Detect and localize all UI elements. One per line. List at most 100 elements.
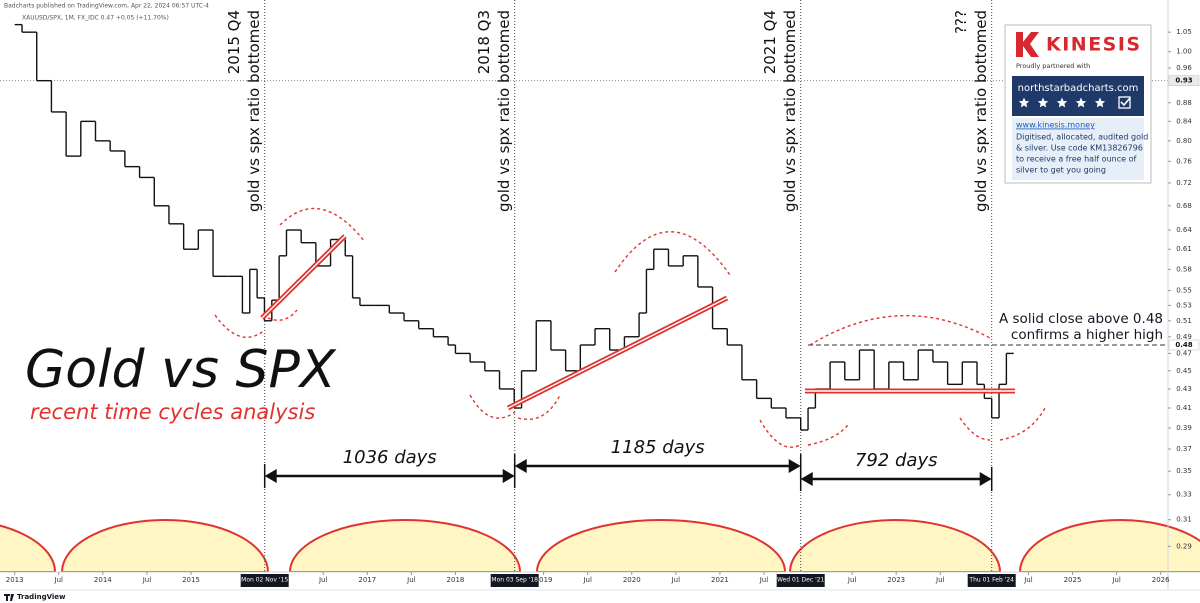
footer-brand: TradingView [17,593,66,601]
annotation-layer [214,207,1046,448]
y-tick-label: 0.39 [1176,424,1192,432]
star [1037,97,1049,108]
dashed-arcs [214,207,1046,448]
sponsor-brand: KINESIS [1046,34,1142,56]
y-tick-label: 0.47 [1176,349,1192,357]
note-line: A solid close above 0.48 [999,311,1163,327]
x-tick-label: Jul [1023,576,1033,584]
marker-date: Mon 02 Nov '15 [241,577,288,584]
trend-line-inner [507,297,728,409]
star [1056,97,1068,108]
star [1094,97,1106,108]
x-tick-label: 2025 [1064,576,1082,584]
x-tick-label: Jul [318,576,328,584]
price-label: 0.48 [1175,341,1192,349]
y-tick-label: 0.96 [1176,64,1192,72]
sponsor-text-bg [1012,118,1144,180]
x-tick-label: 2026 [1152,576,1170,584]
marker-date: Thu 01 Feb '24 [968,577,1014,584]
y-tick-label: 0.80 [1176,137,1192,145]
y-tick-label: 0.51 [1176,317,1192,325]
check-box [1118,96,1131,109]
partner-site: northstarbadcharts.com [1018,83,1139,94]
cycle-arc [0,524,57,573]
x-tick-label: 2014 [94,576,112,584]
sponsor-line: & silver. Use code KM13826796 [1016,144,1143,153]
x-tick-label: Jul [582,576,592,584]
cycle-arc [60,519,270,573]
arc [214,314,266,338]
x-tick-label: Jul [935,576,945,584]
x-tick-label: Jul [759,576,769,584]
x-tick-label: Jul [54,576,64,584]
arc [959,417,991,441]
x-tick-label: Jul [1111,576,1121,584]
marker-top: ??? [952,10,970,34]
y-tick-label: 0.72 [1176,179,1192,187]
marker-date-bg [240,574,289,587]
y-tick-label: 0.84 [1176,117,1192,125]
marker-note: gold vs spx ratio bottomed [245,10,263,212]
arc [267,309,298,321]
cycle-arc [535,519,787,573]
marker-top: 2015 Q4 [225,10,243,74]
symbol-info: XAUUSD/SPX, 1M, FX_IDC 0.47 +0.05 (+11.7… [22,15,169,22]
rating-stars [1018,96,1131,109]
marker-date-bg [490,574,539,587]
cycle-arc [288,519,522,573]
chart-title: Gold vs SPX [25,340,337,400]
y-tick-label: 0.58 [1176,265,1192,273]
y-tick-label: 0.43 [1176,385,1192,393]
cycle-arc [1018,519,1200,573]
y-tick-label: 1.00 [1176,48,1192,56]
background-layer [0,519,1200,573]
y-tick-label: 0.31 [1176,516,1192,524]
price-label-bg [1168,75,1200,86]
marker-date-bg [776,574,825,587]
sponsor-line: silver to get you going [1016,166,1106,175]
y-tick-label: 0.29 [1176,542,1192,550]
cycle-arc [788,519,1002,573]
x-tick-label: 2021 [711,576,729,584]
arc [279,207,366,243]
arc [469,394,516,419]
trend-line-inner [261,235,346,319]
x-axis-bg [0,572,1200,590]
marker-note: gold vs spx ratio bottomed [972,10,990,212]
y-tick-label: 0.64 [1176,226,1192,234]
sponsor-link[interactable]: www.kinesis.money [1016,121,1095,130]
x-tick-label: 2015 [182,576,200,584]
y-tick-label: 0.53 [1176,301,1192,309]
y-tick-label: 0.61 [1176,245,1192,253]
star [1075,97,1087,108]
arc [517,394,561,420]
x-tick-label: Jul [671,576,681,584]
arc [614,231,731,276]
arc [807,424,849,446]
note-line: confirms a higher high [1011,327,1163,343]
y-tick-label: 0.45 [1176,367,1192,375]
y-tick-label: 0.41 [1176,404,1192,412]
marker-date: Wed 01 Dec '21 [777,577,825,584]
y-tick-label: 0.33 [1176,491,1192,499]
sponsor-line: Digitised, allocated, audited gold [1016,133,1148,142]
y-tick-label: 0.35 [1176,467,1192,475]
sponsor-box: KINESIS Proudly partnered with northstar… [1004,24,1152,184]
x-tick-label: 2019 [535,576,553,584]
y-tick-label: 0.55 [1176,287,1192,295]
sponsor-logo [1016,32,1039,57]
marker-note: gold vs spx ratio bottomed [495,10,513,212]
footer-logo [4,594,14,601]
publish-info: Badcharts published on TradingView.com, … [4,3,209,10]
axes-layer: 1.05 1.00 0.96 0.88 0.84 0.80 0.76 0.72 0.68 0.64… [6,28,1200,587]
cycle-label: 1185 days [611,437,705,458]
check-mark [1120,97,1131,107]
price-label: 0.93 [1175,77,1192,85]
y-tick-label: 0.68 [1176,202,1192,210]
marker-note: gold vs spx ratio bottomed [781,10,799,212]
arc [999,407,1046,441]
sponsor-line: to receive a free half ounce of [1016,155,1136,164]
sponsor-tagline: Proudly partnered with [1016,62,1090,70]
